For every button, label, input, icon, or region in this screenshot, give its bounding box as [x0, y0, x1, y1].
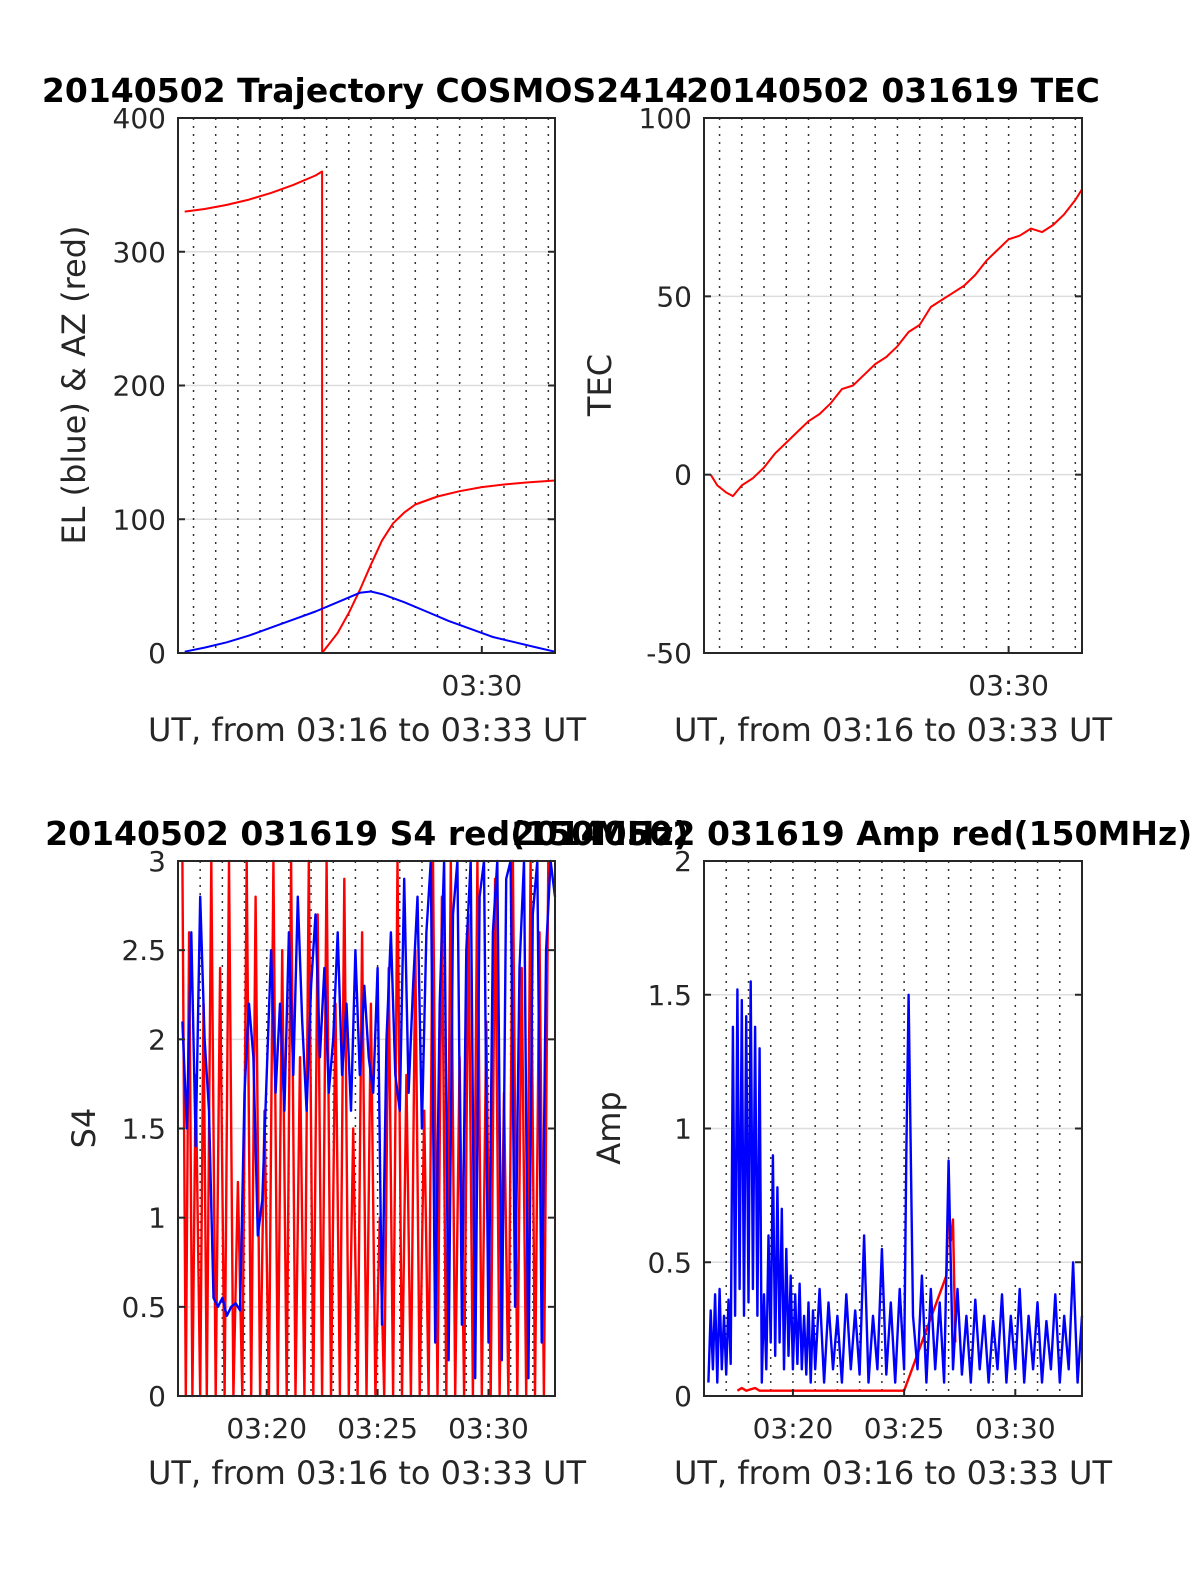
amp-x-tick-label: 03:20 — [753, 1412, 834, 1445]
s4-y-tick-label: 2.5 — [121, 934, 166, 967]
traj-y-tick-label: 400 — [113, 102, 166, 135]
traj-x-tick-label: 03:30 — [441, 669, 522, 702]
tec-title: 20140502 031619 TEC — [686, 71, 1100, 110]
amp-panel: 20140502 031619 Amp red(150MHz) UT, from… — [512, 814, 1192, 1492]
amp-x-tick-label: 03:25 — [864, 1412, 945, 1445]
s4-y-tick-label: 0 — [148, 1380, 166, 1413]
s4-ylabel: S4 — [65, 1108, 103, 1149]
s4-x-tick-label: 03:25 — [337, 1412, 418, 1445]
trajectory-panel: 20140502 Trajectory COSMOS2414 UT, from … — [42, 71, 688, 749]
amp-xlabel: UT, from 03:16 to 03:33 UT — [674, 1454, 1112, 1492]
trajectory-plot-area: 0 100 200 300 400 03:30 — [113, 102, 556, 702]
tec-x-tick-label: 03:30 — [968, 669, 1049, 702]
tec-axes-frame — [703, 117, 1083, 654]
s4-y-tick-label: 1.5 — [121, 1113, 166, 1146]
amp-plot-area: 0 0.5 1 1.5 2 03:20 03:25 03:30 — [647, 845, 1084, 1445]
s4-plot-area: 0 0.5 1 1.5 2 2.5 3 03:20 03:25 03:30 — [121, 845, 557, 1445]
s4-xlabel: UT, from 03:16 to 03:33 UT — [148, 1454, 586, 1492]
trajectory-title: 20140502 Trajectory COSMOS2414 — [42, 71, 688, 110]
s4-panel: 20140502 031619 S4 red(150MHz) UT, from … — [45, 814, 689, 1492]
tec-y-tick-label: 100 — [639, 102, 692, 135]
amp-y-tick-label: 0.5 — [647, 1246, 692, 1279]
amp-y-tick-label: 1 — [674, 1113, 692, 1146]
amp-y-tick-label: 1.5 — [647, 979, 692, 1012]
amp-ylabel: Amp — [590, 1091, 628, 1164]
traj-y-tick-label: 200 — [113, 370, 166, 403]
s4-series-s4_blue — [181, 859, 557, 1380]
tec-y-tick-label: -50 — [646, 637, 692, 670]
trajectory-ylabel: EL (blue) & AZ (red) — [55, 225, 93, 544]
amp-y-tick-label: 0 — [674, 1380, 692, 1413]
traj-y-tick-label: 300 — [113, 236, 166, 269]
tec-y-tick-label: 50 — [656, 280, 692, 313]
s4-title: 20140502 031619 S4 red(150MHz) — [45, 814, 689, 853]
tec-panel: 20140502 031619 TEC UT, from 03:16 to 03… — [581, 71, 1112, 749]
s4-y-tick-label: 2 — [148, 1023, 166, 1056]
traj-series-az — [184, 170, 556, 654]
tec-y-tick-label: 0 — [674, 459, 692, 492]
traj-y-tick-label: 0 — [148, 637, 166, 670]
tec-plot-area: -50 0 50 100 03:30 — [639, 102, 1083, 702]
traj-y-tick-label: 100 — [113, 503, 166, 536]
trajectory-xlabel: UT, from 03:16 to 03:33 UT — [148, 711, 586, 749]
s4-y-tick-label: 3 — [148, 845, 166, 878]
s4-x-tick-label: 03:20 — [226, 1412, 307, 1445]
s4-y-tick-label: 1 — [148, 1202, 166, 1235]
s4-y-tick-label: 0.5 — [121, 1291, 166, 1324]
tec-axes-background — [704, 118, 1082, 653]
s4-x-tick-label: 03:30 — [448, 1412, 529, 1445]
amp-y-tick-label: 2 — [674, 845, 692, 878]
amp-title: 20140502 031619 Amp red(150MHz) — [512, 814, 1192, 853]
tec-xlabel: UT, from 03:16 to 03:33 UT — [674, 711, 1112, 749]
tec-ylabel: TEC — [581, 354, 619, 417]
traj-series-el — [184, 590, 556, 653]
amp-series-amp_blue — [707, 980, 1084, 1384]
tec-series-tec — [709, 188, 1083, 498]
amp-x-tick-label: 03:30 — [975, 1412, 1056, 1445]
